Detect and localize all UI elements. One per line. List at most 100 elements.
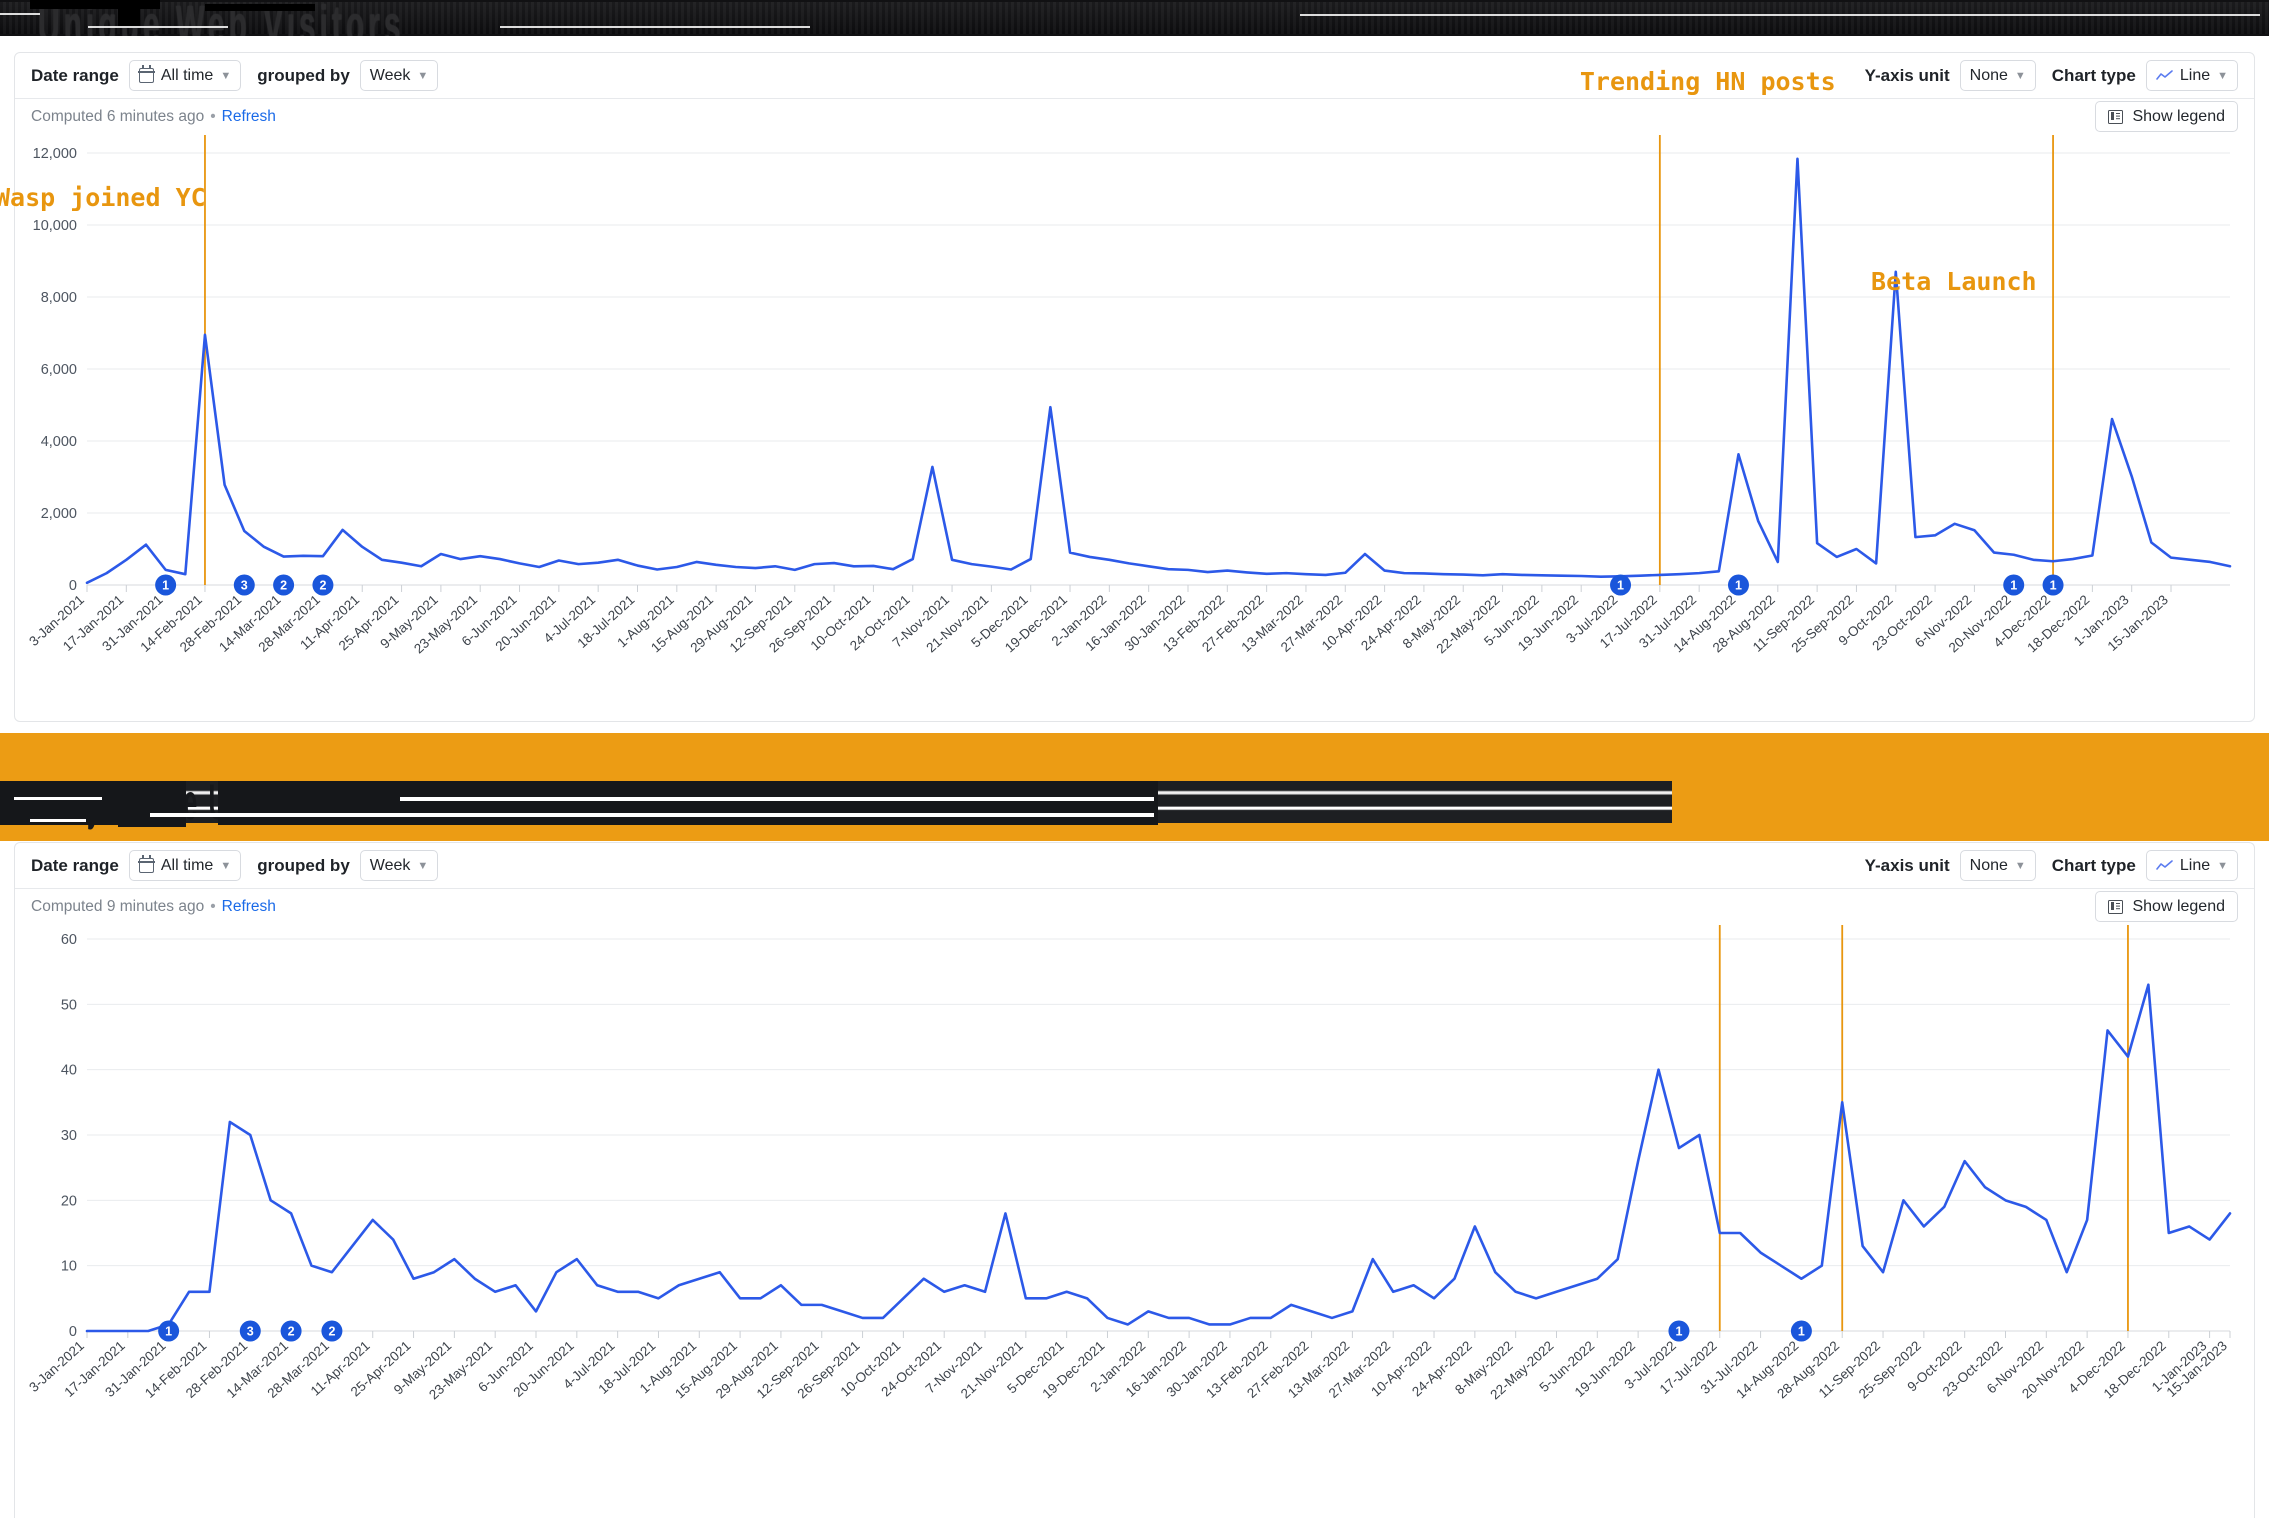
event-marker-count: 2 [280,579,287,593]
glitched-title-band: Weekly Active Users [0,733,2269,841]
event-marker-badge[interactable]: 1 [1610,574,1632,596]
chart-panel-unique-web-visitors: Date range All time ▼ grouped by Week ▼ … [0,52,2255,722]
chart-type-select[interactable]: Line ▼ [2145,60,2238,91]
chevron-down-icon: ▼ [417,69,429,82]
chart-type-select[interactable]: Line ▼ [2145,850,2238,881]
event-marker-badge[interactable]: 1 [2042,574,2064,596]
show-legend-button[interactable]: Show legend [2095,101,2238,132]
event-marker-circle [1727,574,1749,596]
chevron-down-icon: ▼ [417,859,429,872]
chart-type-value: Line [2179,856,2211,874]
event-marker-count: 1 [2010,579,2017,593]
chevron-down-icon: ▼ [220,859,232,872]
event-marker-badge[interactable]: 2 [312,574,334,596]
event-marker-badge[interactable]: 2 [273,574,295,596]
event-marker-circle [233,574,255,596]
legend-icon [2108,109,2124,124]
event-marker-circle [1610,574,1632,596]
meta-separator: • [210,898,216,915]
calendar-icon [138,855,155,873]
event-marker-badge[interactable]: 2 [321,1320,343,1342]
event-marker-badge[interactable]: 2 [280,1320,302,1342]
event-marker-circle [1668,1320,1690,1342]
event-marker-badge[interactable]: 1 [155,574,177,596]
date-range-value: All time [160,856,214,874]
chart-canvas-weekly-active-users[interactable]: 0 10 20 30 40 50 60 3-Jan-2021 17-Jan-2021 31-Jan… [15,925,2254,1517]
event-marker-circle [2003,574,2025,596]
event-marker-badge[interactable]: 1 [1790,1320,1812,1342]
show-legend-button[interactable]: Show legend [2095,891,2238,922]
annotation-label: Trending HN posts [1579,67,1836,96]
glitch-streak [150,813,1154,817]
y-axis-tick-label: 60 [61,932,77,948]
show-legend-label: Show legend [2132,107,2225,125]
y-axis-tick-label: 20 [61,1193,77,1209]
chart-svg-top: 02,0004,0006,0008,00010,00012,0003-Jan-2… [26,135,2232,656]
event-marker-count: 1 [165,1325,172,1339]
event-marker-badge[interactable]: 1 [2003,574,2025,596]
chart-canvas-unique-web-visitors[interactable]: 0 2,000 4,000 6,000 8,000 10,000 12,000 3-Jan-2… [0,67,2254,721]
legend-icon [2108,899,2124,914]
chart-meta-bar-bottom: Computed 9 minutes ago • Refresh Show le… [15,889,2254,925]
y-axis-tick-label: 12,000 [33,146,77,162]
event-marker-badge[interactable]: 1 [1727,574,1749,596]
event-marker-badge[interactable]: 1 [1668,1320,1690,1342]
event-marker-circle [321,1320,343,1342]
event-marker-count: 3 [241,579,248,593]
chart-svg-bottom: 01020304050603-Jan-202117-Jan-202131-Jan… [26,925,2232,1402]
y-axis-unit-select[interactable]: None ▼ [1959,850,2036,881]
event-marker-circle [155,574,177,596]
event-marker-badge[interactable]: 3 [239,1320,261,1342]
event-marker-count: 2 [288,1325,295,1339]
chart-controls-bar-top: Date range All time ▼ grouped by Week ▼ … [15,53,2254,99]
meta-separator: • [210,108,216,125]
event-marker-circle [280,1320,302,1342]
event-marker-count: 1 [1617,579,1624,593]
date-range-select[interactable]: All time ▼ [128,850,242,881]
event-marker-count: 3 [247,1325,254,1339]
chart-controls-bar-bottom: Date range All time ▼ grouped by Week ▼ … [15,843,2254,889]
chevron-down-icon: ▼ [2014,859,2026,872]
show-legend-label: Show legend [2132,897,2225,915]
annotation-label: Beta Launch [1871,267,2037,296]
event-marker-circle [273,574,295,596]
grouped-by-select[interactable]: Week ▼ [359,60,439,91]
glitch-streak [14,797,102,800]
event-marker-badge[interactable]: 1 [158,1320,180,1342]
chart-type-label: Chart type [2051,65,2136,85]
event-marker-badge[interactable]: 3 [233,574,255,596]
y-axis-tick-label: 4,000 [41,434,77,450]
refresh-link[interactable]: Refresh [221,108,276,125]
computed-timestamp: Computed 9 minutes ago [31,898,205,915]
event-marker-circle [1790,1320,1812,1342]
y-axis-unit-label: Y-axis unit [1864,65,1950,85]
grouped-by-value: Week [369,66,411,84]
refresh-link[interactable]: Refresh [221,898,276,915]
y-axis-unit-label: Y-axis unit [1864,855,1950,875]
y-axis-unit-select[interactable]: None ▼ [1959,60,2036,91]
chart-type-label: Chart type [2051,855,2136,875]
chevron-down-icon: ▼ [2217,859,2228,872]
event-marker-count: 1 [162,579,169,593]
date-range-select[interactable]: All time ▼ [128,60,242,91]
line-chart-icon [2156,69,2173,80]
y-axis-tick-label: 50 [61,997,77,1013]
event-marker-count: 2 [328,1325,335,1339]
y-axis-unit-value: None [1969,66,2008,84]
event-marker-circle [312,574,334,596]
y-axis-tick-label: 8,000 [41,290,77,306]
glitch-streak [500,26,810,28]
computed-timestamp: Computed 6 minutes ago [31,108,205,125]
event-marker-count: 1 [1798,1325,1805,1339]
glitch-smear [0,2,2269,34]
event-marker-count: 1 [1735,579,1742,593]
calendar-icon [138,65,155,83]
chart-meta-bar-top: Computed 6 minutes ago • Refresh Show le… [15,99,2254,135]
date-range-value: All time [160,66,214,84]
glitch-block [30,0,160,9]
grouped-by-select[interactable]: Week ▼ [359,850,439,881]
glitch-streak [0,13,40,15]
data-series-line [85,983,2232,1333]
data-series-line [85,157,2232,585]
line-chart-icon [2156,859,2173,870]
